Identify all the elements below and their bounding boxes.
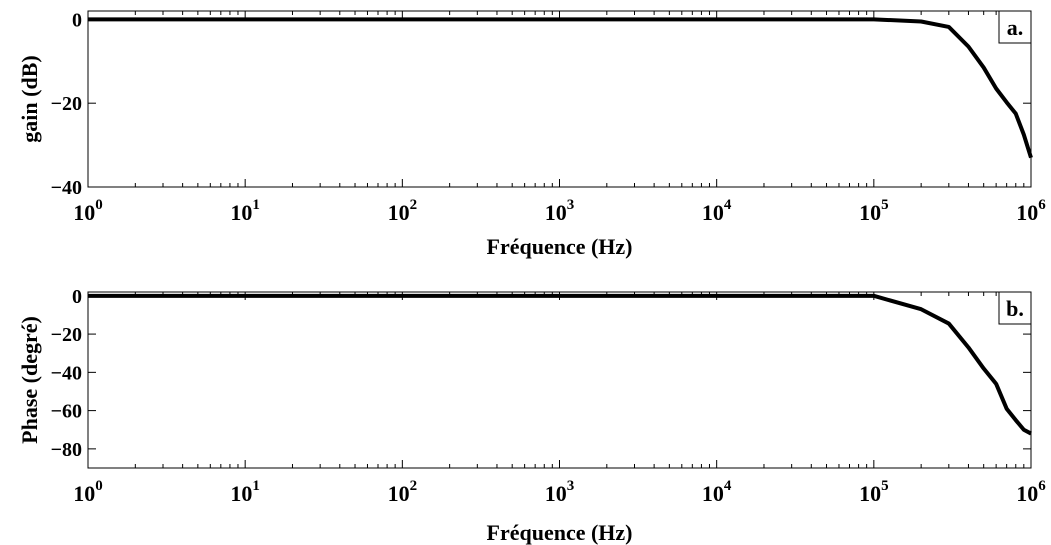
chart-panel-2: 100 101 102 103 104 105 106 0 −20 −40 −60 −80 Fréque… xyxy=(17,286,1046,545)
x-tick-label: 106 xyxy=(1016,478,1046,506)
panel-label-box xyxy=(998,291,1032,325)
x-axis-label: Fréquence (Hz) xyxy=(487,520,633,545)
panel-label-box xyxy=(998,10,1032,44)
x-tick-label: 101 xyxy=(230,197,260,225)
y-tick-label: 0 xyxy=(72,286,82,308)
x-tick-label: 100 xyxy=(73,197,103,225)
x-tick-label: 102 xyxy=(388,197,418,225)
x-tick-label: 105 xyxy=(859,197,889,225)
y-tick-label: −80 xyxy=(51,439,82,461)
chart-panel-1: 100 101 102 103 104 105 106 0 −20 −40 Fréquence (H… xyxy=(17,9,1046,259)
y-tick-label: −60 xyxy=(51,401,82,423)
y-tick-label: −20 xyxy=(51,93,82,115)
panel-label: b. xyxy=(1006,296,1024,321)
x-tick-label: 103 xyxy=(545,478,575,506)
x-tick-label: 101 xyxy=(230,478,260,506)
series-line xyxy=(88,17,1033,159)
y-tick-label: 0 xyxy=(72,9,82,31)
y-tick-label: −40 xyxy=(51,177,82,199)
x-axis-label: Fréquence (Hz) xyxy=(487,234,633,259)
x-tick-label: 106 xyxy=(1016,197,1046,225)
x-tick-label: 104 xyxy=(702,478,732,506)
panel-label: a. xyxy=(1007,15,1024,40)
x-tick-label: 100 xyxy=(73,478,103,506)
series-line xyxy=(88,293,1032,436)
plot-frame xyxy=(87,10,1032,188)
x-tick-label: 102 xyxy=(388,478,418,506)
y-axis-label: gain (dB) xyxy=(17,55,42,142)
y-axis-label: Phase (degré) xyxy=(17,316,42,444)
x-tick-label: 104 xyxy=(702,197,732,225)
x-tick-label: 105 xyxy=(859,478,889,506)
plot-frame xyxy=(87,291,1032,469)
y-tick-label: −40 xyxy=(51,362,82,384)
x-tick-label: 103 xyxy=(545,197,575,225)
y-tick-label: −20 xyxy=(51,324,82,346)
